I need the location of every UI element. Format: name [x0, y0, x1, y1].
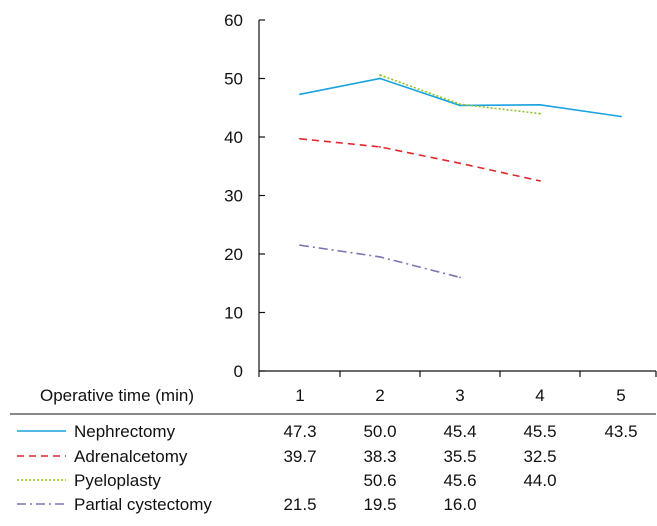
x-tick-label: 1	[295, 386, 304, 405]
y-tick-label: 40	[224, 128, 243, 147]
data-point-nephrectomy	[620, 115, 622, 118]
data-point-partial-cystectomy	[459, 276, 461, 279]
data-table: Nephrectomy 47.3 50.0 45.4 45.5 43.5 Adrenalce…	[10, 413, 656, 514]
legend-label: Pyeloplasty	[74, 471, 161, 490]
table-row: Partial cystectomy 21.5 19.5 16.0	[17, 495, 477, 514]
y-tick-label: 50	[224, 70, 243, 89]
x-tick-label: 5	[616, 386, 625, 405]
x-tick-label: 3	[455, 386, 464, 405]
data-label: 39.7	[283, 447, 316, 466]
data-point-nephrectomy	[379, 77, 381, 80]
data-point-pyeloplasty	[539, 112, 541, 115]
x-tick-label: 2	[375, 386, 384, 405]
data-point-adrenalcetomy	[299, 137, 301, 140]
y-tick-label: 20	[224, 245, 243, 264]
series-line-partial-cystectomy	[299, 244, 461, 279]
data-label: 19.5	[363, 495, 396, 514]
data-point-partial-cystectomy	[299, 244, 301, 247]
data-label: 45.4	[443, 422, 476, 441]
data-point-pyeloplasty	[459, 103, 461, 106]
table-row: Adrenalcetomy 39.7 38.3 35.5 32.5	[17, 447, 557, 466]
series-line-nephrectomy	[299, 77, 622, 118]
data-label: 38.3	[363, 447, 396, 466]
data-point-partial-cystectomy	[379, 256, 381, 258]
series-line-pyeloplasty	[379, 74, 541, 115]
data-label: 21.5	[283, 495, 316, 514]
data-point-nephrectomy	[299, 93, 301, 96]
legend-label: Adrenalcetomy	[74, 447, 188, 466]
table-row: Nephrectomy 47.3 50.0 45.4 45.5 43.5	[17, 422, 638, 441]
y-axis: 0 10 20 30 40 50 60	[224, 11, 265, 381]
data-label: 50.0	[363, 422, 396, 441]
legend-label: Nephrectomy	[74, 422, 176, 441]
data-label: 45.5	[523, 422, 556, 441]
y-tick-label: 30	[224, 187, 243, 206]
x-axis-title: Operative time (min)	[40, 386, 194, 405]
y-tick-label: 10	[224, 304, 243, 323]
data-label: 45.6	[443, 471, 476, 490]
data-point-adrenalcetomy	[459, 162, 461, 165]
series-line-adrenalcetomy	[299, 138, 541, 182]
data-label: 50.6	[363, 471, 396, 490]
data-label: 16.0	[443, 495, 476, 514]
data-label: 47.3	[283, 422, 316, 441]
data-point-adrenalcetomy	[379, 146, 381, 148]
data-label: 32.5	[523, 447, 556, 466]
x-axis: 1 2 3 4 5 Operative time (min)	[40, 370, 657, 405]
data-label: 43.5	[604, 422, 637, 441]
data-label: 35.5	[443, 447, 476, 466]
table-row: Pyeloplasty 50.6 45.6 44.0	[17, 471, 557, 490]
data-point-pyeloplasty	[379, 74, 381, 76]
y-tick-label: 60	[224, 11, 243, 30]
plot-area	[299, 74, 622, 279]
data-point-nephrectomy	[539, 103, 541, 106]
y-tick-label: 0	[234, 362, 243, 381]
data-point-adrenalcetomy	[539, 179, 541, 182]
x-tick-label: 4	[535, 386, 544, 405]
data-label: 44.0	[523, 471, 556, 490]
legend-label: Partial cystectomy	[74, 495, 212, 514]
